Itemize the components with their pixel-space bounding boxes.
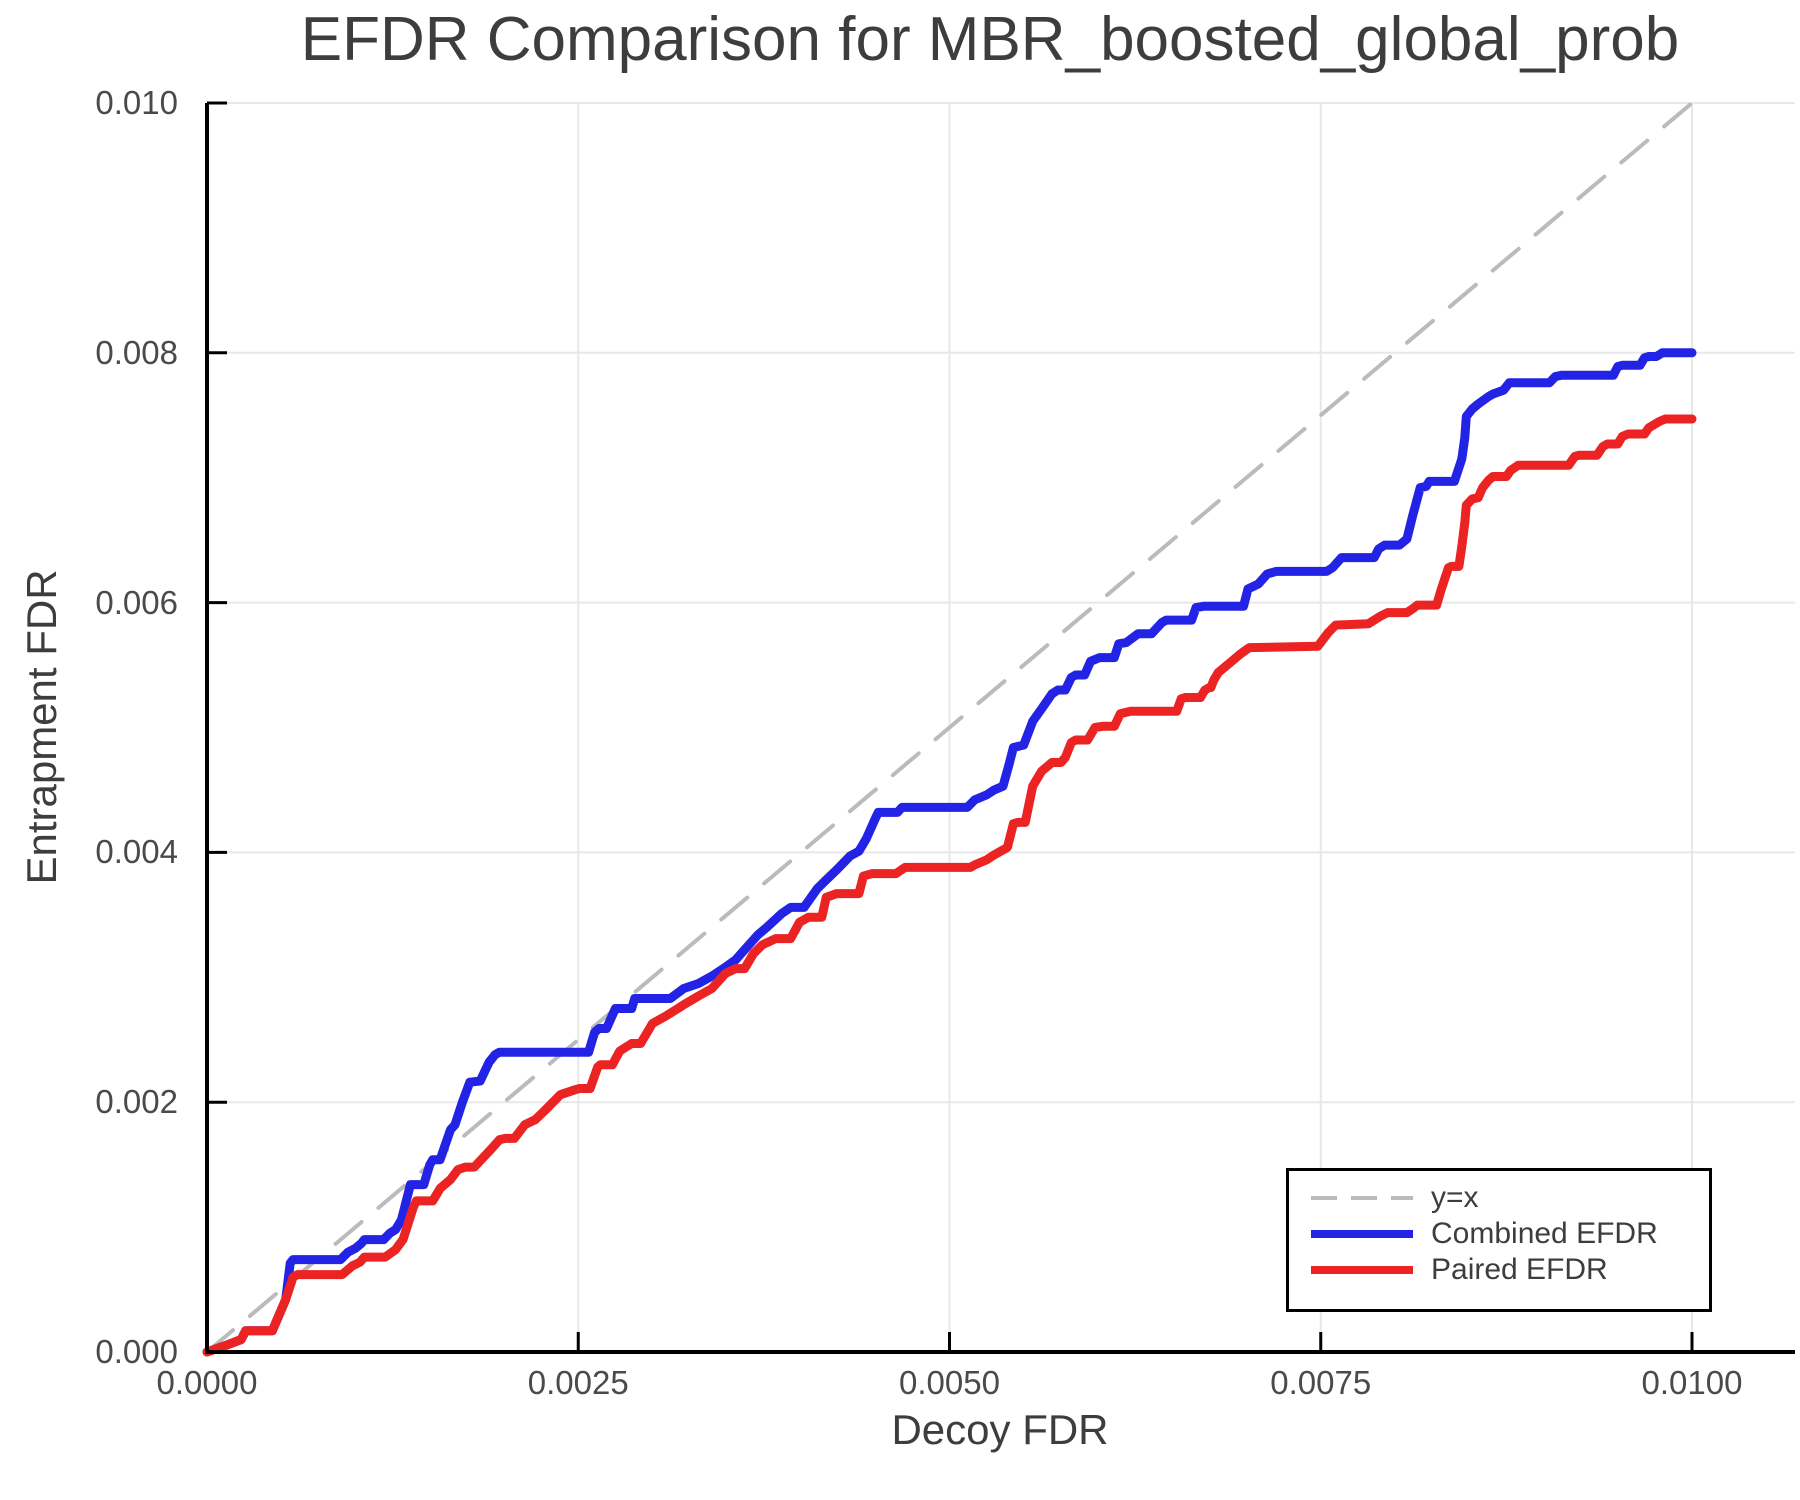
dashed-line-sample-icon xyxy=(1311,1196,1413,1200)
x-axis-title: Decoy FDR xyxy=(891,1406,1109,1453)
legend-label: Paired EFDR xyxy=(1431,1253,1608,1286)
legend-label: Combined EFDR xyxy=(1431,1217,1658,1250)
legend: y=x Combined EFDR Paired EFDR xyxy=(1286,1168,1712,1312)
legend-label: y=x xyxy=(1431,1181,1479,1214)
x-tick-label: 0.0050 xyxy=(899,1364,1000,1401)
line-sample-icon xyxy=(1311,1266,1413,1274)
legend-item-y-x: y=x xyxy=(1289,1180,1709,1216)
x-tick-label: 0.0075 xyxy=(1270,1364,1372,1401)
paired-efdr-line xyxy=(202,414,1697,1357)
x-tick-label: 0.0100 xyxy=(1641,1364,1743,1401)
chart-title: EFDR Comparison for MBR_boosted_global_p… xyxy=(300,5,1680,74)
line-sample-icon xyxy=(1311,1230,1413,1238)
y-tick-label: 0.002 xyxy=(95,1083,178,1121)
x-tick-label: 0.0000 xyxy=(156,1364,258,1401)
y-axis-title: Entrapment FDR xyxy=(18,569,65,885)
y-tick-label: 0.004 xyxy=(95,833,178,871)
reference-line-y-equals-x xyxy=(205,101,1694,1354)
combined-efdr-line xyxy=(202,348,1697,1357)
legend-item-combined-efdr: Combined EFDR xyxy=(1289,1216,1709,1252)
legend-item-paired-efdr: Paired EFDR xyxy=(1289,1252,1709,1288)
y-tick-label: 0.010 xyxy=(95,84,178,121)
x-tick-label: 0.0025 xyxy=(527,1364,629,1401)
y-tick-label: 0.006 xyxy=(95,583,178,621)
y-tick-label: 0.000 xyxy=(95,1333,178,1370)
y-tick-label: 0.008 xyxy=(95,333,178,371)
